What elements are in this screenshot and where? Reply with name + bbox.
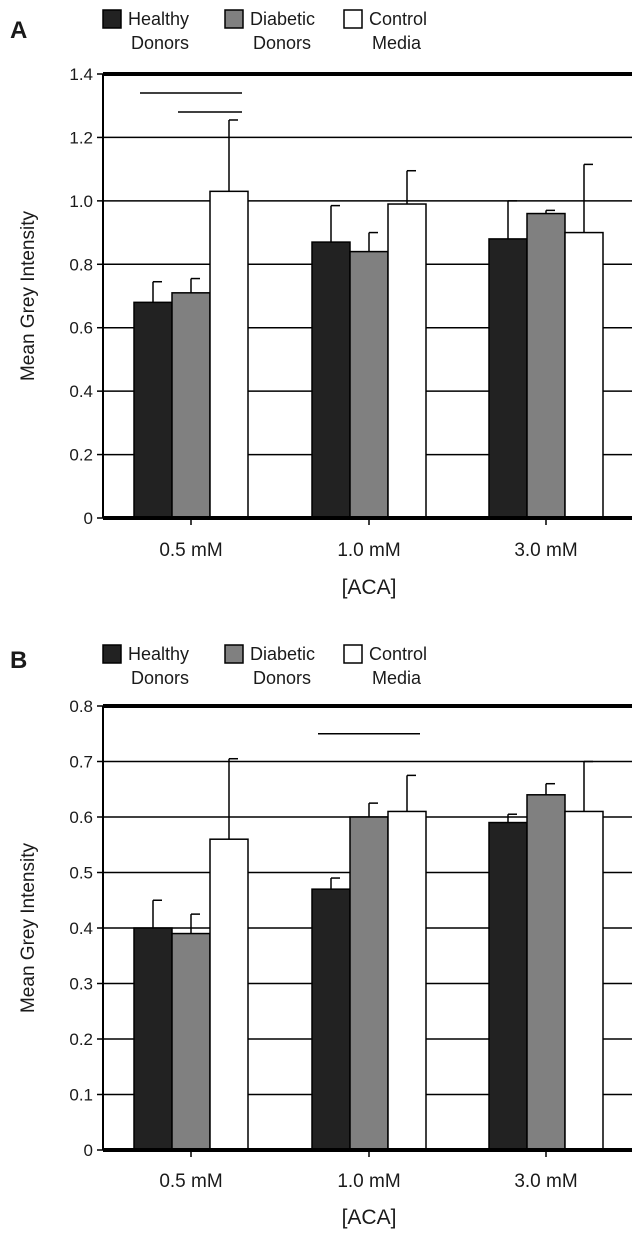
legend-swatch xyxy=(343,644,363,664)
y-tick-label: 0 xyxy=(84,1141,93,1160)
bar xyxy=(564,810,604,1151)
bar xyxy=(209,838,249,1151)
legend-label: Control xyxy=(369,644,427,664)
legend-label: Diabetic xyxy=(250,644,315,664)
bar xyxy=(349,250,389,519)
y-tick-label: 0.7 xyxy=(69,753,93,772)
legend-label: Donors xyxy=(253,33,311,53)
y-tick-label: 0.6 xyxy=(69,319,93,338)
bar xyxy=(387,810,427,1151)
y-tick-label: 1.4 xyxy=(69,65,93,84)
y-tick-label: 0.1 xyxy=(69,1086,93,1105)
bar xyxy=(209,190,249,519)
y-tick-label: 0.2 xyxy=(69,1030,93,1049)
x-tick-label: 3.0 mM xyxy=(514,540,577,561)
legend-label: Donors xyxy=(253,668,311,688)
y-tick-label: 0.2 xyxy=(69,446,93,465)
legend-label: Donors xyxy=(131,33,189,53)
y-tick-label: 1.0 xyxy=(69,192,93,211)
y-tick-label: 0.8 xyxy=(69,697,93,716)
bar xyxy=(526,212,566,519)
bar xyxy=(311,888,351,1151)
legend-label: Media xyxy=(372,668,422,688)
bar xyxy=(564,231,604,519)
legend-swatch xyxy=(224,9,244,29)
bar xyxy=(171,932,211,1151)
legend-swatch xyxy=(343,9,363,29)
y-tick-label: 0.8 xyxy=(69,255,93,274)
panel-a: A 0 0.2 0.4 0.6 0.8 1.0 1.2 1.4 0.5 mM 1.0 mM 3.0 … xyxy=(10,9,632,599)
x-tick-label: 0.5 mM xyxy=(159,1171,222,1192)
y-tick-label: 0.4 xyxy=(69,919,93,938)
x-tick-label: 1.0 mM xyxy=(337,540,400,561)
y-tick-label: 1.2 xyxy=(69,128,93,147)
y-tick-label: 0.5 xyxy=(69,864,93,883)
y-axis-label: Mean Grey Intensity xyxy=(18,842,39,1013)
y-tick-label: 0.3 xyxy=(69,975,93,994)
legend-label: Control xyxy=(369,9,427,29)
panel-b: B 0 0.1 0.2 0.3 0.4 0.5 0.6 0.7 0.8 0.5 mM 1.0 mM 3… xyxy=(10,644,632,1229)
y-tick-label: 0.4 xyxy=(69,382,93,401)
legend-swatch xyxy=(102,9,122,29)
x-tick-label: 0.5 mM xyxy=(159,540,222,561)
x-tick-label: 1.0 mM xyxy=(337,1171,400,1192)
legend-swatch xyxy=(102,644,122,664)
bar xyxy=(349,816,389,1151)
legend-label: Media xyxy=(372,33,422,53)
bar xyxy=(387,203,427,519)
bar xyxy=(488,821,528,1151)
x-axis-label: [ACA] xyxy=(342,576,397,599)
bar xyxy=(171,292,211,519)
legend-label: Healthy xyxy=(128,9,189,29)
bar xyxy=(133,301,173,519)
panel-label: B xyxy=(10,647,27,674)
bar xyxy=(526,794,566,1151)
legend-label: Donors xyxy=(131,668,189,688)
x-axis-label: [ACA] xyxy=(342,1206,397,1229)
y-tick-label: 0.6 xyxy=(69,808,93,827)
bar xyxy=(133,927,173,1151)
legend-label: Healthy xyxy=(128,644,189,664)
y-axis-label: Mean Grey Intensity xyxy=(18,210,39,381)
bar xyxy=(488,238,528,519)
bar xyxy=(311,241,351,519)
legend-label: Diabetic xyxy=(250,9,315,29)
x-tick-label: 3.0 mM xyxy=(514,1171,577,1192)
legend-swatch xyxy=(224,644,244,664)
y-tick-label: 0 xyxy=(84,509,93,528)
panel-label: A xyxy=(10,17,27,44)
